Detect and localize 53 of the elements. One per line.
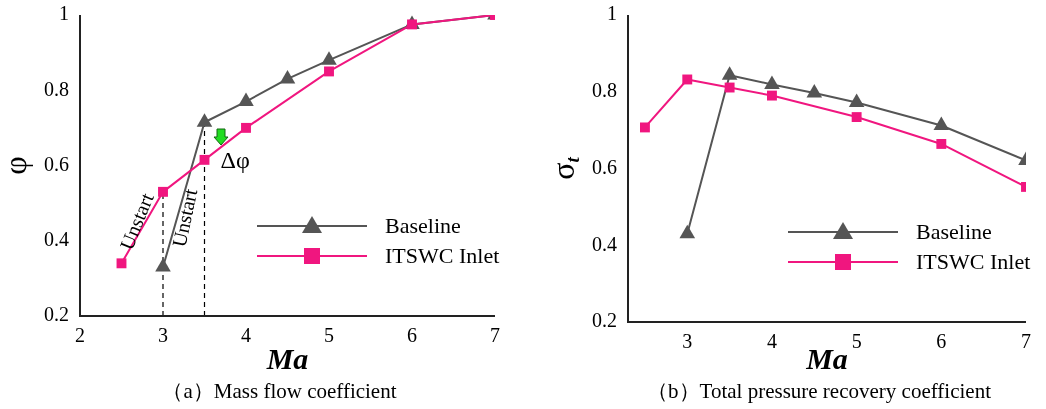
y-tick-label: 0.6 [44, 152, 69, 175]
annotation: Unstart [167, 186, 202, 249]
point [321, 51, 337, 65]
point [324, 66, 334, 77]
x-tick-label: 4 [241, 324, 251, 347]
x-tick-label: 6 [407, 324, 417, 347]
x-tick-label: 7 [490, 324, 500, 347]
y-tick-label: 0.2 [592, 309, 617, 332]
point [679, 224, 696, 239]
text: （a）Mass flow coefficient [162, 378, 397, 403]
point [767, 90, 777, 101]
y-tick-label: 1 [607, 2, 617, 25]
x-axis-title: Ma [265, 341, 309, 375]
x-axis-title: Ma [805, 341, 848, 375]
y-tick-label: 0.2 [44, 303, 69, 326]
y-tick-label: 0.6 [592, 155, 617, 178]
point [724, 82, 735, 93]
annotation: Δφ [220, 147, 250, 174]
x-tick-label: 5 [851, 330, 862, 353]
x-tick-label: 5 [324, 324, 334, 347]
point [279, 69, 296, 84]
legend-label: Baseline [385, 213, 461, 239]
y-tick-label: 0.8 [44, 77, 69, 100]
y-tick-label: 0.4 [592, 232, 617, 255]
point [241, 122, 251, 133]
point [851, 112, 862, 123]
y-tick-label: 0.4 [44, 228, 69, 250]
point [116, 258, 127, 269]
point [639, 122, 650, 133]
legend-label: Baseline [916, 219, 992, 245]
point [155, 258, 171, 272]
text: （b）Total pressure recovery coefficient [647, 378, 992, 403]
x-tick-label: 2 [75, 324, 85, 347]
x-tick-label: 3 [682, 330, 693, 353]
y-tick-label: 1 [59, 2, 69, 25]
point [936, 138, 947, 149]
x-tick-label: 3 [158, 324, 168, 347]
point [407, 19, 417, 30]
point [933, 116, 950, 131]
x-tick-label: 7 [1021, 330, 1031, 353]
y-tick-label: 0.8 [592, 79, 617, 101]
legend-label: ITSWC Inlet [385, 243, 500, 269]
x-tick-label: 6 [936, 330, 947, 353]
point [196, 113, 213, 127]
point [682, 74, 693, 85]
point [199, 154, 210, 165]
legend-label: ITSWC Inlet [916, 249, 1031, 275]
y-axis-title: φ [0, 156, 34, 175]
y-axis-title: σt [545, 156, 583, 180]
point [158, 186, 168, 197]
point [238, 92, 254, 107]
x-tick-label: 4 [766, 330, 777, 353]
annotation: Unstart [115, 189, 158, 253]
